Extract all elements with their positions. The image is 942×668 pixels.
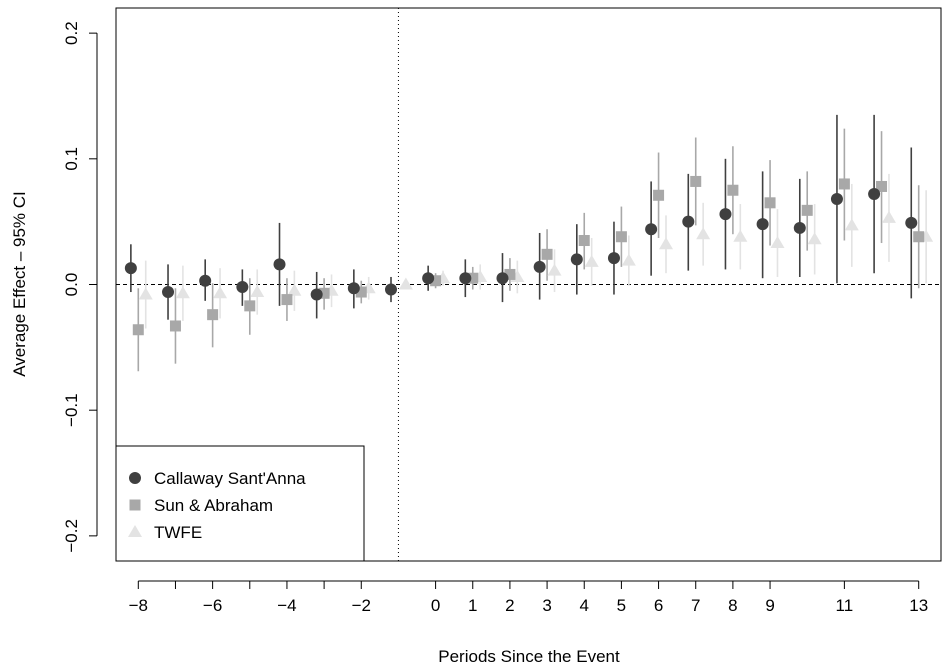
- point-callaway-sant-anna: [124, 262, 137, 275]
- point-callaway-sant-anna: [682, 215, 695, 228]
- x-axis-label: Periods Since the Event: [438, 647, 620, 666]
- x-tick-label: 3: [542, 596, 551, 615]
- point-callaway-sant-anna: [496, 272, 509, 285]
- legend: Callaway Sant'Anna Sun & Abraham TWFE: [115, 445, 365, 562]
- point-callaway-sant-anna: [533, 260, 546, 273]
- point-sun-abraham: [578, 235, 590, 247]
- x-tick-label: 4: [580, 596, 589, 615]
- legend-label: TWFE: [154, 523, 202, 542]
- x-axis: −8 −6 −4 −2 0 1 2 3 4 5 6 7 8 9 11 13: [129, 580, 928, 615]
- legend-label: Sun & Abraham: [154, 496, 273, 515]
- point-callaway-sant-anna: [273, 258, 286, 271]
- reference-lines: [116, 8, 941, 561]
- point-twfe: [621, 253, 636, 266]
- point-callaway-sant-anna: [199, 274, 212, 287]
- x-tick-label: −2: [352, 596, 371, 615]
- point-sun-abraham: [244, 300, 256, 312]
- y-tick-label: 0.0: [62, 273, 81, 297]
- point-sun-abraham: [207, 309, 219, 321]
- x-tick-label: 9: [765, 596, 774, 615]
- point-callaway-sant-anna: [793, 221, 806, 234]
- point-twfe: [584, 254, 599, 267]
- y-axis: −0.2 −0.1 0.0 0.1 0.2: [62, 21, 98, 553]
- point-callaway-sant-anna: [236, 281, 249, 294]
- x-tick-label: 11: [836, 596, 854, 615]
- y-tick-label: −0.1: [62, 393, 81, 427]
- x-tick-label: −4: [277, 596, 296, 615]
- point-twfe: [213, 286, 228, 299]
- legend-box: [115, 445, 365, 562]
- point-callaway-sant-anna: [905, 216, 918, 229]
- y-tick-label: −0.2: [62, 519, 81, 553]
- x-tick-label: 7: [691, 596, 700, 615]
- point-twfe: [844, 218, 859, 231]
- point-twfe: [398, 277, 413, 290]
- point-twfe: [770, 236, 785, 249]
- point-callaway-sant-anna: [385, 283, 397, 296]
- point-estimates: [124, 175, 934, 336]
- point-callaway-sant-anna: [310, 288, 323, 301]
- point-sun-abraham: [318, 287, 330, 299]
- point-sun-abraham: [430, 275, 442, 287]
- point-sun-abraham: [727, 184, 739, 196]
- point-sun-abraham: [801, 204, 813, 216]
- point-sun-abraham: [913, 231, 925, 243]
- point-callaway-sant-anna: [459, 272, 472, 285]
- point-sun-abraham: [615, 231, 627, 243]
- point-sun-abraham: [690, 175, 702, 187]
- x-tick-label: 2: [505, 596, 514, 615]
- point-callaway-sant-anna: [645, 223, 658, 236]
- x-tick-label: 1: [468, 596, 477, 615]
- point-callaway-sant-anna: [347, 282, 360, 295]
- x-tick-label: −8: [129, 596, 148, 615]
- point-callaway-sant-anna: [607, 252, 620, 265]
- point-callaway-sant-anna: [756, 218, 769, 231]
- point-callaway-sant-anna: [422, 272, 435, 285]
- point-sun-abraham: [504, 268, 516, 280]
- point-callaway-sant-anna: [830, 193, 843, 206]
- x-tick-label: 6: [654, 596, 663, 615]
- point-twfe: [659, 237, 673, 250]
- y-tick-label: 0.2: [62, 21, 81, 45]
- point-sun-abraham: [467, 272, 479, 284]
- point-twfe: [250, 285, 265, 298]
- point-sun-abraham: [541, 248, 553, 260]
- point-twfe: [547, 263, 562, 276]
- point-callaway-sant-anna: [162, 286, 175, 299]
- point-twfe: [696, 227, 711, 240]
- legend-marker: [129, 472, 141, 484]
- point-sun-abraham: [653, 189, 665, 201]
- point-twfe: [287, 283, 302, 296]
- point-sun-abraham: [764, 197, 776, 209]
- point-twfe: [175, 286, 190, 299]
- point-twfe: [807, 232, 822, 245]
- point-sun-abraham: [281, 294, 293, 306]
- point-twfe: [138, 287, 153, 300]
- point-callaway-sant-anna: [868, 188, 881, 201]
- x-tick-label: 8: [728, 596, 737, 615]
- point-sun-abraham: [355, 286, 367, 298]
- x-tick-label: 0: [431, 596, 440, 615]
- y-axis-label: Average Effect – 95% CI: [10, 191, 29, 377]
- point-callaway-sant-anna: [570, 253, 583, 266]
- point-sun-abraham: [169, 320, 181, 332]
- point-sun-abraham: [838, 178, 850, 190]
- legend-label: Callaway Sant'Anna: [154, 469, 306, 488]
- y-tick-label: 0.1: [62, 147, 81, 171]
- legend-marker: [129, 499, 141, 511]
- point-sun-abraham: [132, 324, 144, 336]
- x-tick-label: −6: [203, 596, 222, 615]
- x-tick-label: 5: [617, 596, 626, 615]
- point-twfe: [881, 210, 896, 223]
- legend-marker: [128, 525, 142, 537]
- point-twfe: [733, 229, 748, 242]
- point-sun-abraham: [876, 180, 888, 192]
- x-tick-label: 13: [909, 596, 928, 615]
- plot-frame: [115, 7, 942, 562]
- point-callaway-sant-anna: [719, 208, 732, 221]
